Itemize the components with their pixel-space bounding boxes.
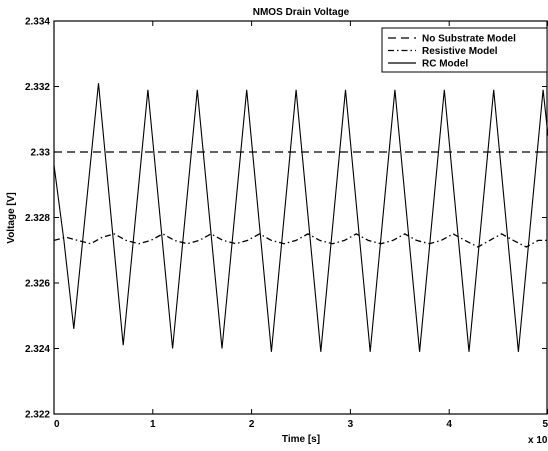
x-tick-label: 0 [54,419,60,430]
x-exponent-label: x 10⁻¹⁰ [528,435,548,446]
x-tick-label: 5 [542,419,548,430]
y-tick-label: 2.33 [31,148,51,159]
y-tick-label: 2.326 [25,279,50,290]
legend-label: RC Model [422,59,468,70]
y-tick-label: 2.334 [25,17,50,28]
x-tick-label: 4 [446,419,452,430]
plot-area-border [53,20,548,415]
series-layer [53,83,548,352]
legend-label: No Substrate Model [422,34,516,45]
y-tick-label: 2.328 [25,213,50,224]
series-line-rc-model [53,83,548,352]
x-axis: 0 1 2 3 4 5 [53,21,548,430]
x-tick-label: 1 [150,419,156,430]
series-line-resistive-model [53,233,548,248]
plot-frame [53,20,548,415]
x-tick-label: 3 [348,419,354,430]
legend-label: Resistive Model [422,46,498,57]
y-axis: 2.322 2.324 2.326 2.328 2.33 2.332 2.334 [25,17,547,421]
x-tick-label: 2 [249,419,255,430]
y-tick-label: 2.322 [25,410,50,421]
legend-box [381,27,548,73]
y-axis-title: Voltage [V] [6,192,17,243]
y-tick-label: 2.324 [25,344,50,355]
y-tick-label: 2.332 [25,82,50,93]
chart-title: NMOS Drain Voltage [253,7,350,18]
x-axis-title: Time [s] [282,434,320,445]
